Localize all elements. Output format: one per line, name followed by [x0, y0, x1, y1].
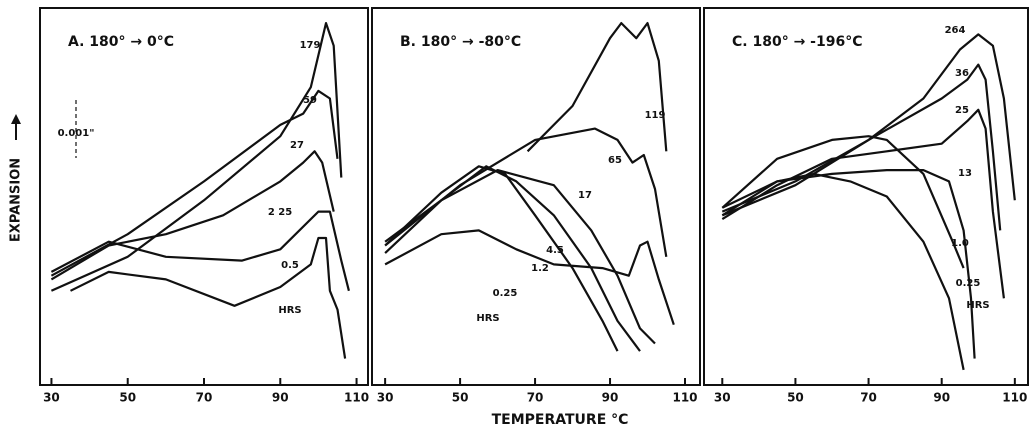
annotation: HRS: [476, 313, 499, 324]
x-tick-label: 110: [344, 391, 369, 405]
curve: [384, 165, 619, 352]
x-tick-label: 50: [452, 391, 469, 405]
x-tick-label: 30: [43, 391, 60, 405]
x-tick-label: 30: [714, 391, 731, 405]
curve-label: 119: [645, 110, 666, 121]
curve-label: 2 25: [268, 207, 292, 218]
x-tick-label: 90: [272, 391, 289, 405]
curve-label: 0.25: [956, 278, 981, 289]
curve-label: 27: [290, 140, 304, 151]
curve: [526, 22, 668, 153]
curve-label: 65: [608, 155, 622, 166]
x-tick-label: 50: [787, 391, 804, 405]
curve: [384, 127, 668, 257]
curve-label: 36: [955, 68, 969, 79]
curve-label: 179: [300, 40, 321, 51]
curve: [50, 22, 343, 292]
annotation: HRS: [966, 300, 989, 311]
curve: [384, 169, 656, 345]
x-tick-label: 110: [672, 391, 697, 405]
panel-frame: [371, 7, 701, 386]
x-tick-label: 90: [602, 391, 619, 405]
curve: [721, 33, 1016, 217]
scale-note: 0.001": [58, 128, 95, 139]
x-tick-label: 70: [527, 391, 544, 405]
curve-label: 0.25: [493, 288, 518, 299]
annotation: HRS: [278, 305, 301, 316]
x-tick-label: 50: [119, 391, 136, 405]
curve-label: 13: [958, 168, 972, 179]
curve-label: 25: [955, 105, 969, 116]
x-tick-label: 70: [860, 391, 877, 405]
curve-label: 1.0: [951, 238, 969, 249]
curve: [721, 108, 1005, 299]
y-axis-arrowhead: [11, 114, 21, 124]
curve: [721, 63, 1002, 231]
curve: [721, 135, 965, 269]
curve-label: 4.5: [546, 245, 564, 256]
curve-label: 17: [578, 190, 592, 201]
curve: [384, 229, 675, 326]
curve: [721, 172, 965, 371]
curve: [50, 150, 335, 281]
x-tick-label: 70: [196, 391, 213, 405]
panel-title: B. 180° → -80°C: [400, 34, 521, 50]
x-axis-title: TEMPERATURE °C: [492, 412, 629, 428]
y-axis-title: EXPANSION: [9, 158, 24, 242]
curve: [50, 210, 350, 292]
curve-label: 0.5: [281, 260, 299, 271]
panel-title: A. 180° → 0°C: [68, 34, 174, 50]
x-tick-label: 30: [377, 391, 394, 405]
x-tick-label: 90: [933, 391, 950, 405]
x-tick-label: 110: [1002, 391, 1027, 405]
curve-label: 59: [303, 95, 317, 106]
curve: [50, 89, 339, 277]
panel-frame: [703, 7, 1029, 386]
panel-title: C. 180° → -196°C: [732, 34, 862, 50]
curve: [721, 169, 976, 359]
panel-frame: [39, 7, 369, 386]
curve-label: 1.2: [531, 263, 549, 274]
curve: [384, 165, 641, 352]
curve: [70, 236, 347, 359]
curve-label: 264: [945, 25, 966, 36]
